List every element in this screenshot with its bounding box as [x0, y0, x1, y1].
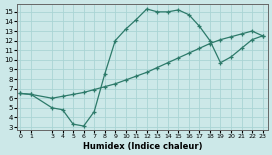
X-axis label: Humidex (Indice chaleur): Humidex (Indice chaleur) — [83, 142, 202, 151]
